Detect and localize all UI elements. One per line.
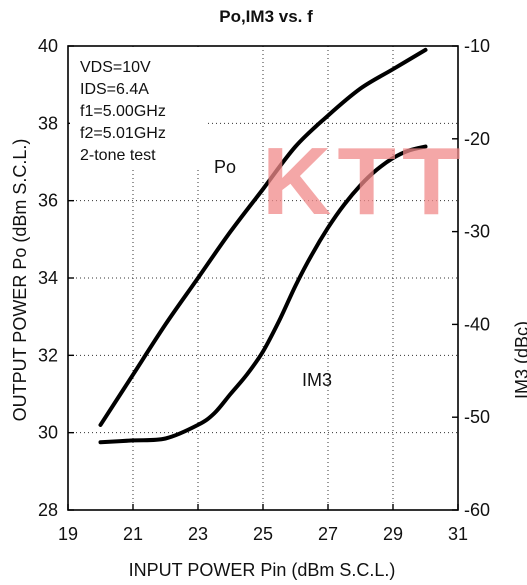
watermark: KTT [262,128,467,235]
series-lines [98,47,428,445]
y-axis-label-right: IM3 (dBc) [512,321,527,399]
chart-title: Po,IM3 vs. f [219,7,313,26]
condition-line: VDS=10V [80,59,151,76]
condition-line: f1=5.00GHz [80,103,166,120]
series-line-po [98,47,428,427]
x-tick-label: 19 [58,524,78,544]
y-right-tick-label: -60 [464,500,490,520]
y-right-tick-label: -50 [464,407,490,427]
x-tick-label: 29 [383,524,403,544]
series-label-im3: IM3 [302,370,332,390]
condition-line: IDS=6.4A [80,81,149,98]
y-left-tick-label: 36 [38,191,58,211]
x-tick-label: 31 [448,524,468,544]
x-tick-label: 23 [188,524,208,544]
y-right-tick-label: -40 [464,314,490,334]
condition-line: 2-tone test [80,147,156,164]
y-left-tick-label: 32 [38,345,58,365]
y-left-tick-label: 30 [38,423,58,443]
series-line-im3 [98,144,428,445]
x-tick-labels: 19 21 23 25 27 29 31 [58,504,468,544]
x-axis-label: INPUT POWER Pin (dBm S.C.L.) [129,560,396,580]
y-right-tick-label: -10 [464,36,490,56]
y-left-tick-label: 28 [38,500,58,520]
y-left-tick-label: 38 [38,113,58,133]
x-tick-label: 25 [253,524,273,544]
y-right-tick-label: -30 [464,222,490,242]
y-right-tick-label: -20 [464,129,490,149]
y-right-tick-labels: -60 -50 -40 -30 -20 -10 [452,36,490,520]
x-tick-label: 21 [123,524,143,544]
y-left-tick-label: 40 [38,36,58,56]
x-tick-label: 27 [318,524,338,544]
condition-line: f2=5.01GHz [80,125,166,142]
test-conditions-box: VDS=10V IDS=6.4A f1=5.00GHz f2=5.01GHz 2-ton… [70,48,208,170]
conditions-background [70,48,208,170]
y-axis-label-left: OUTPUT POWER Po (dBm S.C.L.) [10,139,30,422]
y-left-tick-label: 34 [38,268,58,288]
series-label-po: Po [214,157,236,177]
